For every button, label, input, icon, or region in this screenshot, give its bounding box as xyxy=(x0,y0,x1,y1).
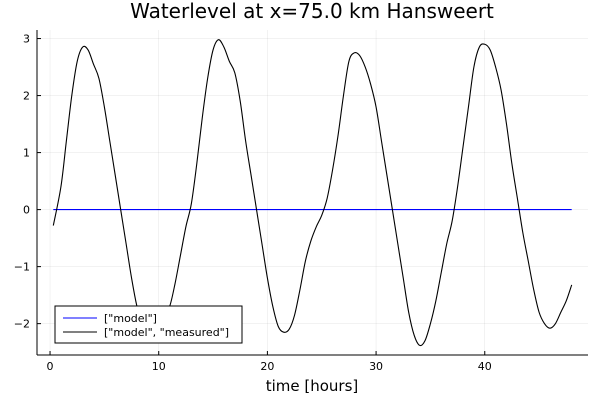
legend-box xyxy=(54,305,243,344)
x-tick-label: 20 xyxy=(260,360,274,373)
legend-label-model: ["model"] xyxy=(104,312,157,325)
y-ticks: −2 −1 0 1 2 3 xyxy=(14,33,41,331)
y-tick-label: 2 xyxy=(23,90,30,103)
series-model-measured-line xyxy=(52,39,573,347)
y-tick-label: 0 xyxy=(23,204,30,217)
y-tick-label: −1 xyxy=(14,261,30,274)
series-group xyxy=(52,39,573,347)
legend-label-model-measured: ["model", "measured"] xyxy=(104,326,229,339)
x-tick-label: 10 xyxy=(152,360,166,373)
x-axis-label: time [hours] xyxy=(266,377,359,395)
x-ticks: 0 10 20 30 40 xyxy=(47,351,492,373)
legend: ["model"] ["model", "measured"] xyxy=(54,305,243,344)
chart-title: Waterlevel at x=75.0 km Hansweert xyxy=(130,0,494,23)
x-tick-label: 30 xyxy=(369,360,383,373)
y-tick-label: −2 xyxy=(14,318,30,331)
y-tick-label: 1 xyxy=(23,147,30,160)
x-tick-label: 40 xyxy=(478,360,492,373)
x-tick-label: 0 xyxy=(47,360,54,373)
y-tick-label: 3 xyxy=(23,33,30,46)
